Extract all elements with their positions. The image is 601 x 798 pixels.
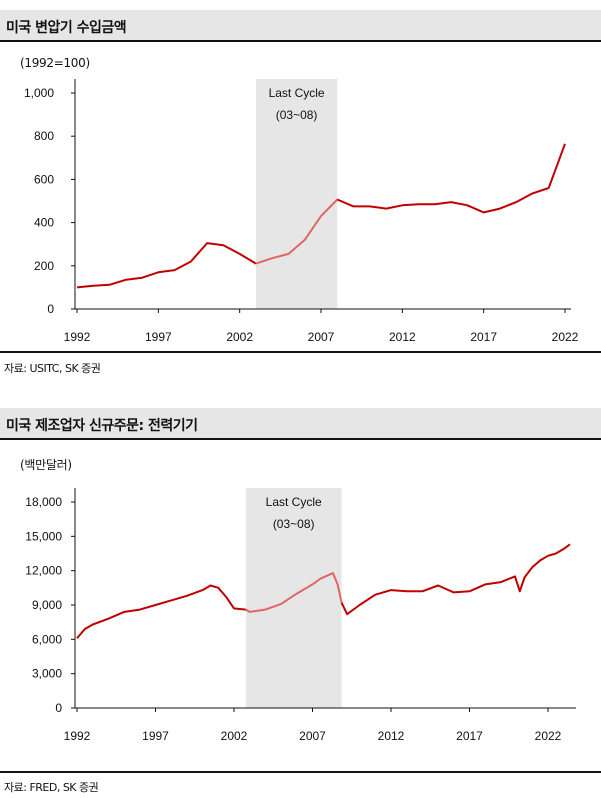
chart1-title: 미국 변압기 수입금액 <box>6 20 127 36</box>
chart2-x-tick-label: 1997 <box>142 729 169 743</box>
chart2-series-line-post <box>340 543 571 616</box>
chart2-x-tick-label: 2007 <box>299 729 326 743</box>
chart2-x-tick-label: 2017 <box>456 729 483 743</box>
chart1-y-tick-label: 0 <box>47 302 54 316</box>
chart2-y-tick-label: 3,000 <box>32 667 62 681</box>
chart1-series-line-post <box>336 143 566 214</box>
chart2-series-line-pre <box>76 584 246 639</box>
chart2-bottom-rule <box>0 771 601 773</box>
chart1-y-tick-label: 600 <box>34 172 54 186</box>
chart1-cycle-band <box>255 79 338 309</box>
chart1-title-bar: 미국 변압기 수입금액 <box>0 10 601 42</box>
chart2-y-tick-label: 0 <box>55 701 62 715</box>
chart1-x-tick-label: 2022 <box>552 330 579 344</box>
chart2-cycle-sublabel: (03~08) <box>273 517 315 531</box>
chart1-x-tick-label: 2007 <box>308 330 335 344</box>
chart2-title: 미국 제조업자 신규주문: 전력기기 <box>6 418 198 434</box>
chart1-x-tick-label: 2002 <box>226 330 253 344</box>
chart2-y-tick-label: 12,000 <box>25 564 62 578</box>
chart1-cycle-label: Last Cycle <box>269 86 325 100</box>
chart2-title-bar: 미국 제조업자 신규주문: 전력기기 <box>0 408 601 440</box>
chart1-plot: Last Cycle (03~08) 0 200 400 600 800 1,000 1992 1… <box>24 79 579 344</box>
chart1-x-tick-label: 1992 <box>64 330 91 344</box>
chart1-y-tick-label: 1,000 <box>24 86 54 100</box>
chart2-y-tick-label: 18,000 <box>25 495 62 509</box>
chart2-y-tick-label: 9,000 <box>32 598 62 612</box>
chart2-series-line-cycle <box>245 572 343 613</box>
chart2-cycle-band <box>245 488 342 708</box>
chart2-cycle-label: Last Cycle <box>266 495 322 509</box>
chart2-x-tick-label: 2012 <box>378 729 405 743</box>
chart2-y-tick-label: 15,000 <box>25 529 62 543</box>
chart1-y-tick-label: 200 <box>34 259 54 273</box>
chart1-x-tick-label: 2012 <box>389 330 416 344</box>
chart2-unit-label: (백만달러) <box>20 458 72 472</box>
chart1-x-tick-label: 2017 <box>470 330 497 344</box>
chart1-unit-label: (1992=100) <box>20 56 90 70</box>
chart2-x-tick-label: 2022 <box>535 729 562 743</box>
chart1-cycle-sublabel: (03~08) <box>276 108 318 122</box>
chart2-plot: Last Cycle (03~08) 0 3,000 6,000 9,000 12,000 1… <box>25 488 576 743</box>
chart1-series-line-cycle <box>255 198 339 265</box>
chart2-y-tick-label: 6,000 <box>32 632 62 646</box>
chart2-x-tick-label: 1992 <box>64 729 91 743</box>
chart1-y-tick-label: 400 <box>34 216 54 230</box>
chart1-source: 자료: USITC, SK 증권 <box>4 362 101 375</box>
chart1-bottom-rule <box>0 351 601 353</box>
chart1-series-line-pre <box>76 242 257 289</box>
chart2-source: 자료: FRED, SK 증권 <box>4 781 99 794</box>
chart1-x-tick-label: 1997 <box>145 330 172 344</box>
chart2-x-tick-label: 2002 <box>221 729 248 743</box>
chart1-y-tick-label: 800 <box>34 129 54 143</box>
